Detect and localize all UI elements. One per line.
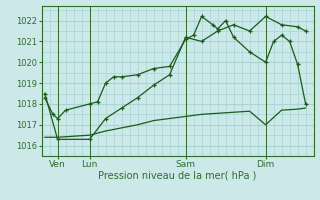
X-axis label: Pression niveau de la mer( hPa ): Pression niveau de la mer( hPa ) — [99, 171, 257, 181]
